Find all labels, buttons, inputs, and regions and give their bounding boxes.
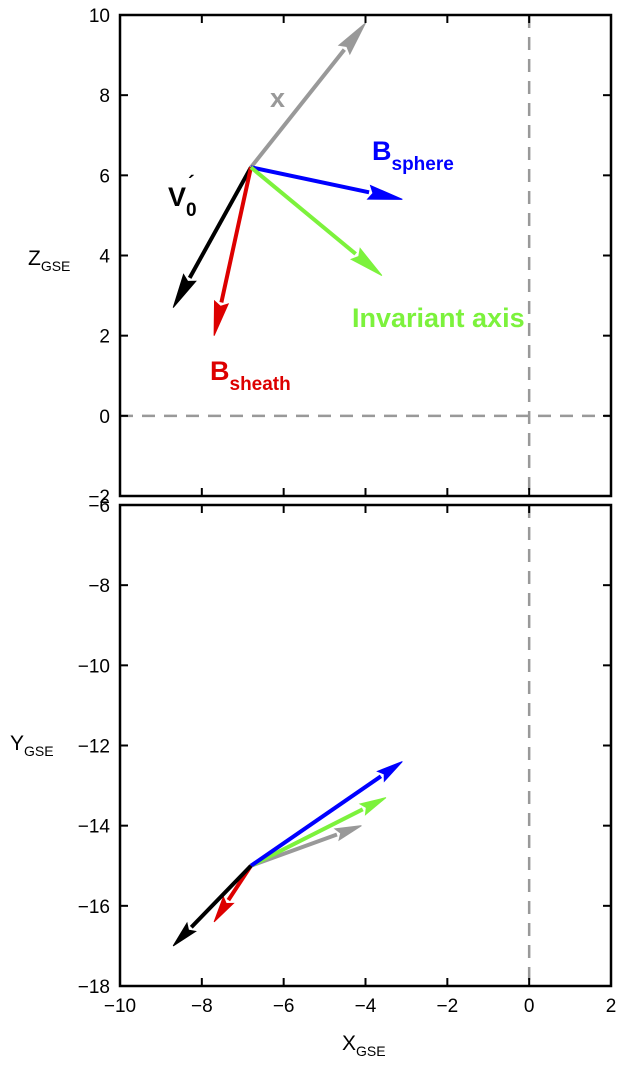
vector-x xyxy=(249,22,366,169)
vector-b-sphere xyxy=(249,761,403,868)
vector-arrowhead xyxy=(358,797,387,816)
vector-v0 xyxy=(172,166,253,308)
vector-label-b-sheath: Bsheath xyxy=(210,356,291,395)
vector-invariant-axis xyxy=(249,165,383,276)
x-tick-label: 2 xyxy=(606,996,617,1017)
vector-shaft xyxy=(249,48,346,169)
y-tick-label: 4 xyxy=(99,247,110,268)
y-tick-label: −10 xyxy=(78,656,110,677)
vector-arrowhead xyxy=(349,247,383,276)
vector-shaft xyxy=(250,165,370,195)
vector-arrowhead xyxy=(366,184,403,200)
vector-label-invariant-axis: Invariant axis xyxy=(352,303,525,333)
vector-arrowhead xyxy=(376,761,403,783)
vector-shaft xyxy=(250,807,364,868)
x-tick-label: −2 xyxy=(436,996,458,1017)
y-axis-label: YGSE xyxy=(10,732,54,759)
y-tick-label: 10 xyxy=(89,6,110,27)
y-tick-label: −2 xyxy=(88,487,110,508)
vector-b-sphere xyxy=(250,165,403,200)
vector-arrowhead xyxy=(172,273,197,308)
vector-x xyxy=(250,825,362,868)
x-tick-label: −4 xyxy=(355,996,377,1017)
vector-shaft xyxy=(187,166,253,279)
vector-shaft xyxy=(249,774,383,868)
vector-arrowhead xyxy=(172,921,197,947)
x-axis-label: XGSE xyxy=(342,1032,386,1059)
y-tick-label: 8 xyxy=(99,86,110,107)
y-tick-label: −6 xyxy=(88,496,110,517)
x-tick-label: −10 xyxy=(104,996,136,1017)
vector-arrowhead xyxy=(213,895,235,923)
vector-label-prime: ´ xyxy=(188,173,195,195)
vector-shaft xyxy=(189,864,253,929)
vector-shaft xyxy=(219,166,253,303)
vector-shaft xyxy=(249,165,357,256)
y-tick-label: −18 xyxy=(78,977,110,998)
x-tick-label: −8 xyxy=(191,996,213,1017)
vector-label-v0: V0 xyxy=(168,182,197,221)
vector-label-x: x xyxy=(270,83,285,113)
vector-arrowhead xyxy=(333,825,362,842)
vector-invariant-axis xyxy=(250,797,387,868)
bottom-panel: −18 −16 −14 −12 −10 −8 −6 −10 −8 −6 −4 −2 0 2 YGSE XGSE xyxy=(10,496,616,1059)
y-tick-label: −14 xyxy=(78,817,111,838)
vector-label-b-sphere: Bsphere xyxy=(372,136,454,175)
vector-arrowhead xyxy=(213,299,230,336)
x-tick-label: −6 xyxy=(273,996,295,1017)
y-tick-label: −16 xyxy=(78,897,110,918)
y-axis-label: ZGSE xyxy=(28,247,70,274)
y-tick-label: 0 xyxy=(99,407,110,428)
vector-b-sheath xyxy=(213,166,253,336)
y-tick-label: 6 xyxy=(99,166,110,187)
vector-v0 xyxy=(172,864,253,947)
x-tick-label: 0 xyxy=(524,996,535,1017)
top-panel: x Bsphere V0´ Bsheath Invariant axis −2 0 2 4 6 8 1… xyxy=(28,6,613,508)
y-tick-label: −12 xyxy=(78,737,110,758)
vector-arrowhead xyxy=(337,22,366,56)
y-tick-label: −8 xyxy=(88,576,110,597)
axes-frame xyxy=(118,503,613,988)
y-tick-label: 2 xyxy=(99,327,110,348)
